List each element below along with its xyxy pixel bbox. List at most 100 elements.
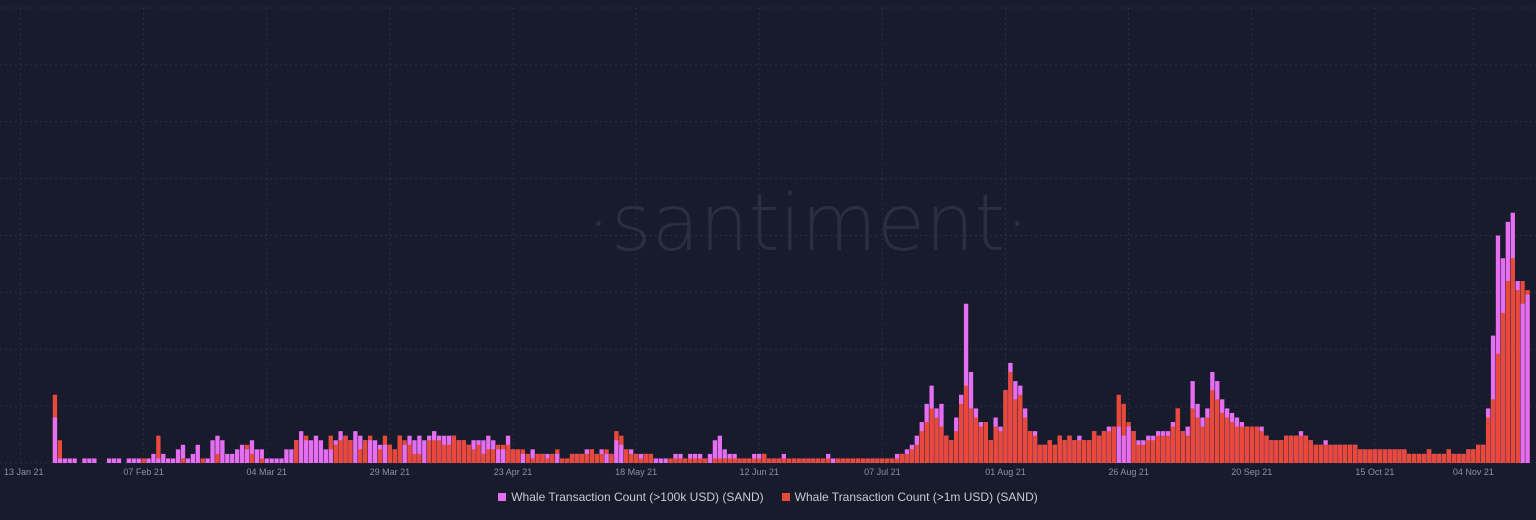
bar-1m	[983, 422, 988, 463]
bar-1m	[525, 453, 530, 463]
bar-1m	[722, 458, 727, 463]
bar-1m	[1091, 431, 1097, 463]
bar-1m	[673, 458, 678, 463]
bar-1m	[407, 444, 412, 463]
bar-1m	[678, 458, 683, 463]
bar-1m	[688, 458, 693, 463]
bar-1m	[1407, 453, 1412, 463]
bar-100k	[722, 449, 727, 463]
bar-1m	[668, 458, 673, 463]
bar-1m	[944, 435, 949, 463]
legend-item-100k[interactable]: Whale Transaction Count (>100k USD) (SAN…	[498, 490, 764, 504]
bar-1m	[1180, 431, 1185, 463]
bar-100k	[658, 458, 663, 463]
bar-1m	[427, 440, 432, 463]
bar-1m	[594, 453, 599, 463]
bar-100k	[57, 458, 63, 463]
legend-item-1m[interactable]: Whale Transaction Count (>1m USD) (SAND)	[781, 490, 1038, 504]
bar-100k	[279, 458, 284, 463]
bar-1m	[1244, 426, 1249, 463]
bar-1m	[1431, 453, 1437, 463]
bar-1m	[973, 417, 979, 463]
bar-100k	[308, 440, 314, 463]
x-tick-label: 04 Nov 21	[1453, 467, 1494, 477]
bar-1m	[781, 458, 787, 463]
bar-100k	[663, 458, 668, 463]
bar-1m	[1249, 426, 1254, 463]
bar-1m	[1481, 444, 1486, 463]
bar-1m	[1121, 403, 1126, 463]
bar-1m	[491, 449, 496, 463]
bar-1m	[505, 444, 511, 463]
bar-1m	[998, 431, 1003, 463]
bar-1m	[1367, 449, 1373, 463]
bar-1m	[486, 449, 491, 463]
bar-100k	[412, 440, 417, 463]
bar-100k	[323, 449, 328, 463]
bar-1m	[811, 458, 816, 463]
bar-1m	[629, 453, 634, 463]
bar-1m	[57, 440, 63, 463]
bar-100k	[126, 458, 131, 463]
bar-1m	[1284, 435, 1289, 463]
bar-1m	[1515, 290, 1520, 463]
bar-1m	[934, 417, 939, 463]
bar-1m	[476, 444, 481, 463]
bar-1m	[584, 453, 590, 463]
bar-100k	[180, 444, 186, 463]
bar-1m	[1387, 449, 1392, 463]
bar-1m	[1141, 444, 1146, 463]
bar-1m	[1490, 399, 1496, 463]
bar-1m	[958, 403, 964, 463]
bar-100k	[52, 417, 58, 463]
bar-1m	[530, 458, 535, 463]
bar-1m	[638, 458, 644, 463]
bar-1m	[1279, 440, 1284, 463]
bar-100k	[1126, 426, 1131, 463]
bar-1m	[1215, 399, 1220, 463]
bar-1m	[954, 431, 959, 463]
bar-1m	[510, 449, 516, 463]
bar-100k	[353, 431, 358, 463]
x-tick-label: 23 Apr 21	[494, 467, 533, 477]
bar-100k	[417, 435, 422, 463]
bar-1m	[737, 458, 742, 463]
bar-1m	[446, 444, 452, 463]
bar-1m	[1062, 440, 1067, 463]
bar-1m	[1190, 408, 1195, 463]
bar-1m	[1067, 435, 1072, 463]
x-tick-label: 26 Aug 21	[1108, 467, 1149, 477]
bar-1m	[978, 426, 984, 463]
bar-1m	[727, 458, 732, 463]
bar-1m	[1057, 435, 1062, 463]
bar-1m	[880, 458, 885, 463]
bar-1m	[1274, 440, 1279, 463]
bar-1m	[1018, 394, 1023, 463]
bar-1m	[697, 458, 703, 463]
bar-100k	[313, 435, 319, 463]
bar-1m	[1165, 435, 1171, 463]
bar-100k	[367, 440, 373, 463]
bar-1m	[693, 458, 698, 463]
bar-1m	[826, 458, 831, 463]
x-tick-label: 04 Mar 21	[246, 467, 287, 477]
bar-1m	[599, 453, 604, 463]
bar-1m	[1372, 449, 1378, 463]
bar-1m	[417, 453, 422, 463]
bar-1m	[1397, 449, 1402, 463]
bar-1m	[904, 453, 910, 463]
bar-1m	[412, 453, 417, 463]
bar-1m	[1500, 312, 1506, 463]
bar-1m	[1357, 449, 1363, 463]
bar-1m	[392, 449, 397, 463]
bar-1m	[432, 440, 437, 463]
bar-100k	[175, 449, 181, 463]
bar-1m	[845, 458, 851, 463]
bar-100k	[619, 444, 624, 463]
bar-100k	[215, 435, 220, 463]
bar-1m	[564, 458, 570, 463]
bar-1m	[791, 458, 796, 463]
bar-100k	[604, 453, 609, 463]
bar-1m	[387, 444, 393, 463]
bar-1m	[717, 458, 722, 463]
